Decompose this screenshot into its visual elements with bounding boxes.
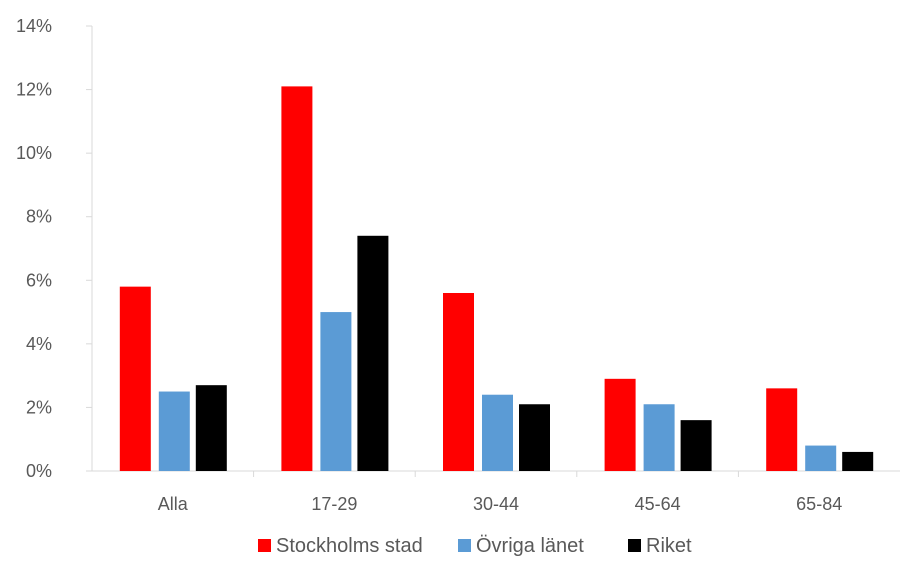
legend-swatch xyxy=(258,539,271,552)
y-tick-label: 14% xyxy=(16,16,52,36)
bar-30-44-2 xyxy=(519,404,550,471)
legend: Stockholms stad Övriga länet Riket xyxy=(258,535,692,557)
y-tick-label: 2% xyxy=(26,397,52,417)
bars xyxy=(119,86,874,472)
bar-17-29-1 xyxy=(320,312,352,471)
legend-label: Övriga länet xyxy=(476,535,584,557)
y-tick-label: 12% xyxy=(16,80,52,100)
y-tick-label: 4% xyxy=(26,334,52,354)
x-tick-label: 30-44 xyxy=(473,494,519,514)
bar-30-44-0 xyxy=(443,293,474,471)
bar-Alla-1 xyxy=(158,391,190,471)
bar-45-64-1 xyxy=(643,404,675,471)
bar-65-84-2 xyxy=(842,451,874,471)
bar-65-84-0 xyxy=(766,388,798,471)
x-tick-label: Alla xyxy=(158,494,189,514)
legend-swatch xyxy=(628,539,641,552)
legend-label: Riket xyxy=(646,535,692,557)
bar-Alla-0 xyxy=(119,286,151,471)
y-tick-label: 0% xyxy=(26,461,52,481)
bar-45-64-0 xyxy=(604,378,636,471)
x-tick-label: 45-64 xyxy=(635,494,681,514)
bar-Alla-2 xyxy=(195,385,227,471)
x-tick-label: 65-84 xyxy=(796,494,842,514)
x-axis: Alla 17-29 30-44 45-64 65-84 xyxy=(92,470,900,514)
y-tick-label: 8% xyxy=(26,207,52,227)
y-tick-label: 10% xyxy=(16,143,52,163)
y-tick-label: 6% xyxy=(26,270,52,290)
x-tick-label: 17-29 xyxy=(311,494,357,514)
bar-17-29-0 xyxy=(281,86,313,472)
bar-30-44-1 xyxy=(482,394,513,471)
bar-65-84-1 xyxy=(805,445,837,471)
bar-17-29-2 xyxy=(357,235,389,471)
y-axis: 0% 2% 4% 6% 8% 10% 12% 14% xyxy=(16,16,93,481)
bar-45-64-2 xyxy=(680,420,712,471)
legend-swatch xyxy=(458,539,471,552)
legend-label: Stockholms stad xyxy=(276,535,423,557)
